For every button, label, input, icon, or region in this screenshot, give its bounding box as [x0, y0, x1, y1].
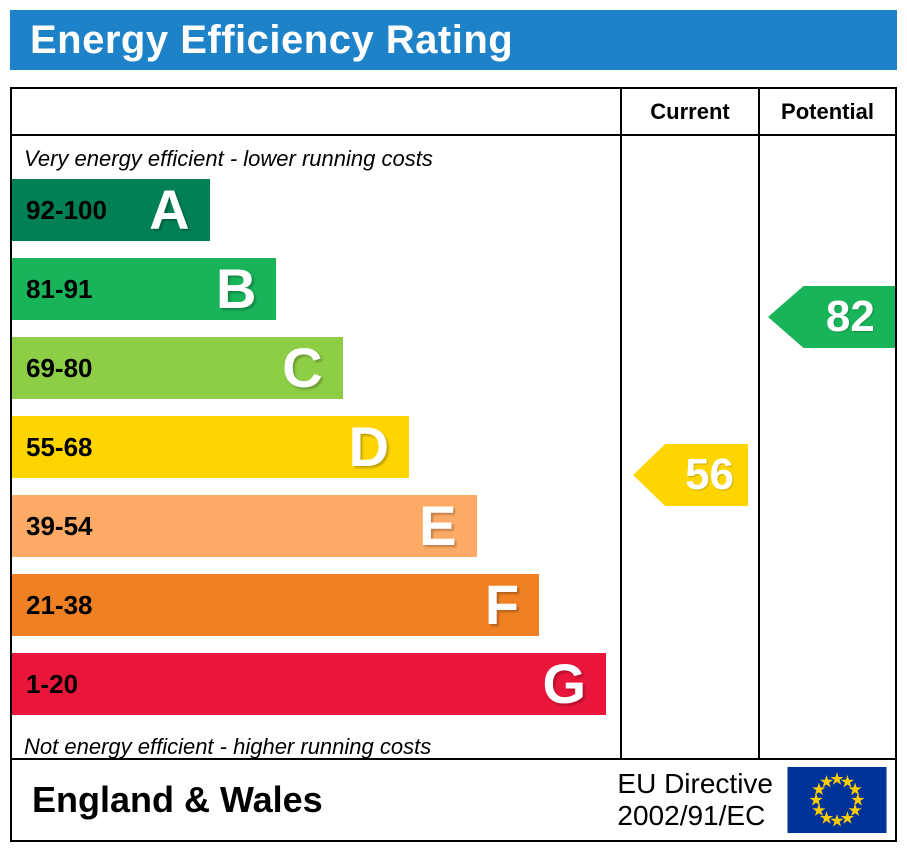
potential-rating-arrow: 82	[768, 286, 895, 348]
eu-flag	[787, 767, 887, 833]
title-banner: Energy Efficiency Rating	[10, 10, 897, 70]
band-bar-b: 81-91 B	[12, 257, 277, 320]
current-column: 56	[620, 136, 758, 758]
band-bar-d: 55-68 D	[12, 415, 410, 478]
band-letter: A	[149, 178, 190, 241]
band-range: 21-38	[26, 589, 93, 620]
band-list: 92-100 A 81-91 B 69-80 C	[12, 179, 620, 715]
band-letter: G	[542, 652, 587, 715]
band-letter: D	[348, 415, 390, 478]
eu-directive-line2: 2002/91/EC	[617, 800, 766, 831]
eu-directive-line1: EU Directive	[617, 767, 773, 799]
band-row-g: 1-20 G	[12, 653, 620, 715]
band-bar-f: 21-38 F	[12, 573, 540, 636]
band-row-b: 81-91 B	[12, 258, 620, 320]
band-bar-e: 39-54 E	[12, 495, 477, 557]
potential-rating-value: 82	[825, 292, 875, 341]
page-title: Energy Efficiency Rating	[30, 17, 514, 62]
region-label: England & Wales	[32, 779, 323, 820]
current-rating-arrow: 56	[633, 444, 748, 506]
band-bar-a: 92-100 A	[12, 179, 210, 241]
band-bar-g: 1-20 G	[12, 652, 607, 715]
band-letter: E	[419, 494, 457, 557]
column-header-potential: Potential	[758, 89, 895, 136]
band-range: 39-54	[26, 510, 93, 541]
rating-table: Current Potential Very energy efficient …	[10, 87, 897, 760]
band-bar-c: 69-80 C	[12, 337, 343, 399]
table-corner-cell	[12, 89, 620, 136]
potential-column: 82	[758, 136, 895, 758]
band-range: 55-68	[26, 431, 93, 462]
band-row-e: 39-54 E	[12, 495, 620, 557]
band-row-f: 21-38 F	[12, 574, 620, 636]
bottom-note: Not energy efficient - higher running co…	[24, 734, 432, 758]
current-rating-value: 56	[685, 450, 735, 499]
footer: England & Wales EU Directive 2002/91/EC	[10, 758, 897, 842]
band-row-a: 92-100 A	[12, 179, 620, 241]
band-range: 69-80	[26, 352, 93, 383]
band-letter: F	[484, 573, 520, 636]
band-range: 92-100	[26, 194, 107, 225]
eu-directive-label: EU Directive 2002/91/EC	[617, 768, 787, 832]
band-letter: B	[216, 257, 257, 320]
band-row-c: 69-80 C	[12, 337, 620, 399]
band-range: 81-91	[26, 273, 93, 304]
bands-area: Very energy efficient - lower running co…	[12, 136, 620, 758]
column-header-current: Current	[620, 89, 758, 136]
band-letter: C	[282, 336, 323, 399]
band-row-d: 55-68 D	[12, 416, 620, 478]
band-range: 1-20	[26, 668, 79, 699]
top-note: Very energy efficient - lower running co…	[24, 146, 433, 171]
